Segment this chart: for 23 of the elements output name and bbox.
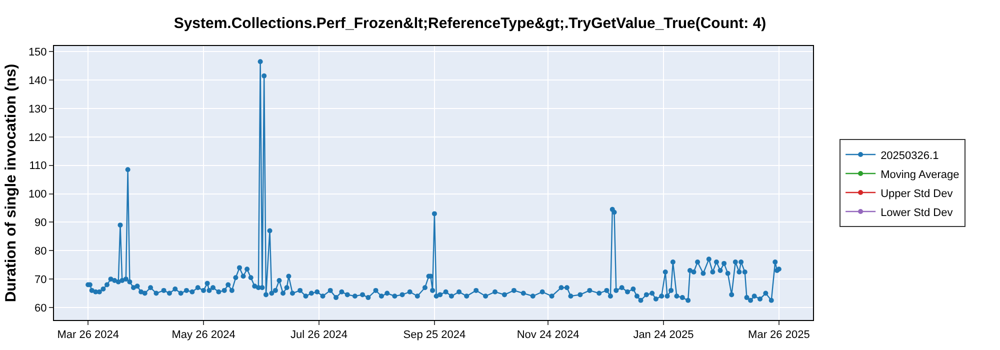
y-tick-label: 60	[34, 302, 47, 314]
x-tick-label: Mar 26 2024	[57, 329, 119, 342]
y-tick-label: 110	[29, 160, 47, 172]
x-tick-label: Jan 24 2025	[633, 329, 694, 342]
legend-label: Lower Std Dev	[880, 206, 954, 219]
x-tick-label: May 26 2024	[172, 329, 236, 342]
y-tick-label: 80	[34, 246, 47, 258]
x-tick-label: Jul 26 2024	[290, 329, 348, 342]
y-tick-label: 150	[28, 46, 47, 59]
x-tick-label: Sep 25 2024	[403, 329, 466, 342]
y-tick-label: 100	[28, 188, 47, 201]
legend-label: 20250326.1	[880, 150, 939, 162]
y-tick-label: 130	[28, 103, 47, 116]
y-tick-label: 120	[28, 132, 47, 144]
legend-label: Moving Average	[880, 168, 960, 181]
x-tick-label: Mar 26 2025	[748, 329, 810, 342]
y-tick-label: 90	[34, 217, 47, 230]
x-tick-label: Nov 24 2024	[516, 329, 580, 342]
legend-label: Upper Std Dev	[880, 188, 954, 200]
chart-title: System.Collections.Perf_Frozen&lt;ReferenceType&gt;.TryGetValue_True(Count: 4)	[174, 15, 766, 32]
y-tick-label: 140	[28, 74, 47, 87]
y-tick-label: 70	[34, 274, 47, 286]
y-axis-title: Duration of single invocation (ns)	[2, 64, 20, 302]
